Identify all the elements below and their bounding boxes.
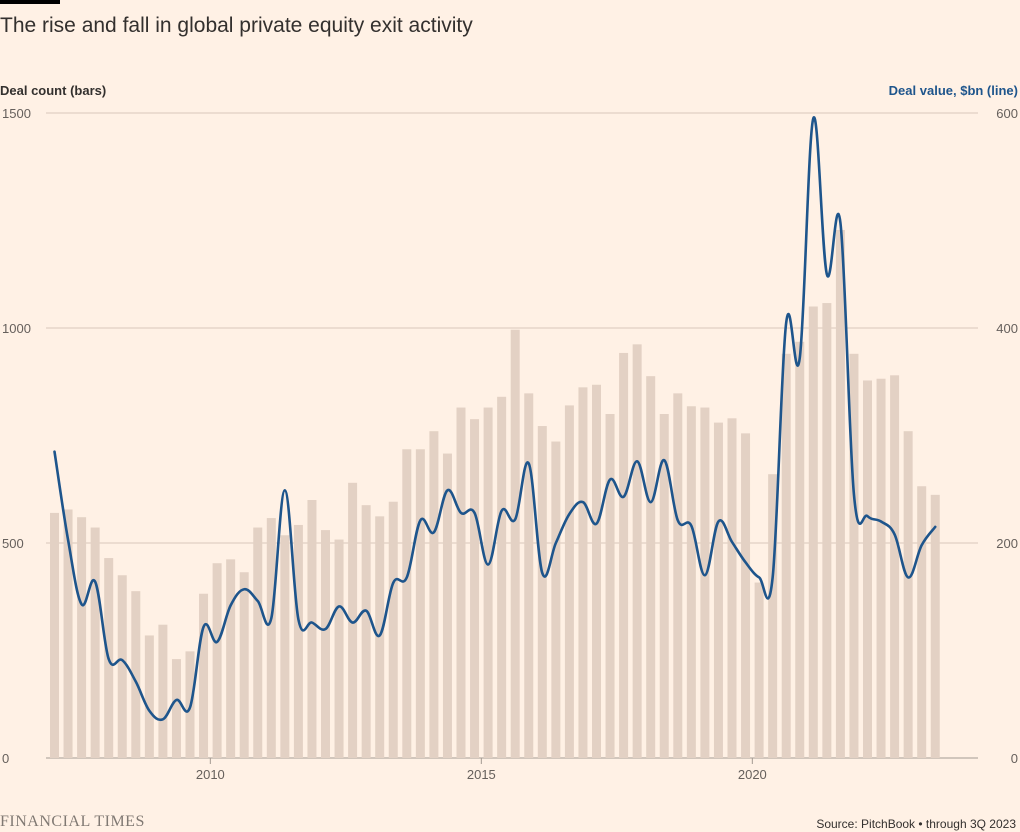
- left-axis-ticks: 0 500 1000 1500: [2, 106, 31, 766]
- bar: [700, 407, 710, 758]
- bar: [673, 393, 683, 758]
- bar: [483, 407, 493, 758]
- bar: [375, 516, 385, 758]
- bar: [90, 527, 100, 758]
- bar: [402, 449, 412, 758]
- bar: [321, 530, 330, 758]
- bar: [890, 375, 900, 758]
- bar: [686, 406, 696, 758]
- bar: [646, 376, 656, 758]
- bar: [63, 509, 73, 758]
- source-note: Source: PitchBook • through 3Q 2023: [816, 817, 1016, 831]
- left-tick-label: 0: [2, 751, 9, 766]
- bar: [226, 559, 236, 758]
- right-axis-ticks: 0 200 400 600: [996, 106, 1018, 766]
- bar: [388, 501, 398, 758]
- bar: [212, 563, 222, 758]
- left-axis-label: Deal count (bars): [0, 83, 107, 98]
- right-tick-label: 600: [996, 106, 1018, 121]
- bar: [551, 441, 561, 758]
- bar: [158, 624, 168, 758]
- bar: [537, 426, 547, 758]
- bar: [835, 229, 845, 758]
- bar: [578, 387, 588, 758]
- bar: [171, 659, 181, 758]
- bar: [50, 512, 59, 758]
- bar: [334, 539, 344, 758]
- x-tick-label: 2010: [196, 767, 225, 782]
- bar: [849, 353, 859, 758]
- left-tick-label: 1500: [2, 106, 31, 121]
- bar: [605, 414, 615, 758]
- bar: [524, 393, 534, 758]
- bar: [510, 329, 520, 758]
- bar: [592, 384, 601, 758]
- bar: [795, 341, 805, 758]
- bar: [876, 378, 886, 758]
- bar: [293, 524, 303, 758]
- bar: [239, 572, 249, 758]
- bar-series: [50, 229, 940, 758]
- x-tick-label: 2020: [738, 767, 767, 782]
- bar: [930, 494, 940, 758]
- left-tick-label: 1000: [2, 321, 31, 336]
- bar: [741, 433, 751, 758]
- bar: [754, 582, 764, 758]
- bar: [266, 518, 276, 758]
- bar: [768, 474, 778, 758]
- chart-title: The rise and fall in global private equi…: [0, 14, 473, 37]
- bar: [307, 500, 317, 758]
- bar: [659, 414, 669, 758]
- bar: [429, 431, 439, 758]
- bar: [863, 380, 872, 758]
- bar: [822, 303, 832, 758]
- bar: [77, 517, 87, 758]
- ft-logo: FINANCIAL TIMES: [0, 813, 145, 830]
- bar: [348, 482, 358, 758]
- brand-bar: [0, 0, 60, 4]
- bar: [713, 422, 723, 758]
- bar: [144, 635, 154, 758]
- bar: [903, 431, 913, 758]
- bar: [199, 593, 209, 758]
- bar: [456, 407, 466, 758]
- bar: [619, 352, 629, 758]
- bar: [442, 453, 452, 758]
- bar: [781, 353, 791, 758]
- bar: [470, 419, 480, 758]
- right-tick-label: 0: [1011, 751, 1018, 766]
- bar: [415, 449, 425, 758]
- bar: [280, 535, 290, 758]
- bar: [727, 418, 737, 758]
- right-tick-label: 400: [996, 321, 1018, 336]
- bar: [564, 405, 574, 758]
- bar: [361, 505, 371, 758]
- bar: [632, 344, 642, 758]
- bar: [131, 591, 141, 758]
- x-axis: 2010 2015 2020: [196, 758, 767, 782]
- right-axis-label: Deal value, $bn (line): [888, 83, 1018, 98]
- left-tick-label: 500: [2, 536, 24, 551]
- line-series: [53, 116, 937, 722]
- deal-value-line: [53, 116, 937, 722]
- x-tick-label: 2015: [467, 767, 496, 782]
- right-tick-label: 200: [996, 536, 1018, 551]
- bar: [917, 486, 927, 758]
- bar: [117, 575, 127, 758]
- bar: [497, 396, 507, 758]
- bar: [808, 306, 818, 758]
- bar: [253, 527, 263, 758]
